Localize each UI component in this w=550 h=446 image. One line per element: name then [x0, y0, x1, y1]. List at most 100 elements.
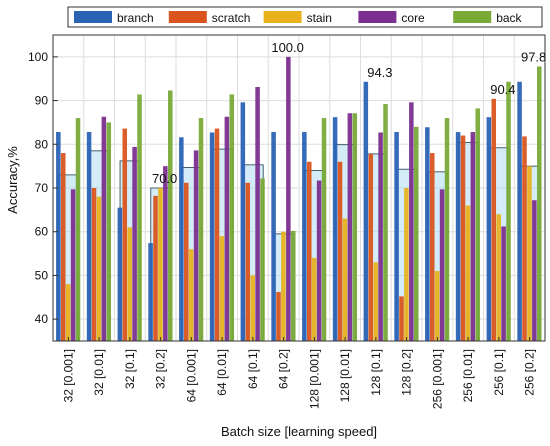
- annotation-label: 90.4: [490, 82, 515, 97]
- bar-scratch: [368, 153, 374, 341]
- bar-core: [101, 116, 107, 341]
- bar-stain: [342, 218, 348, 341]
- y-ticks: 40 50 60 70 80 90 100: [28, 50, 58, 326]
- x-tick-label: 64 [0.2]: [277, 349, 291, 389]
- bar-stain: [496, 214, 501, 341]
- bar-back: [414, 126, 419, 341]
- legend-swatch-core: [358, 11, 397, 23]
- bar-branch: [332, 117, 338, 341]
- bar-stain: [65, 284, 71, 341]
- legend-label-core: core: [401, 11, 425, 25]
- legend-label-branch: branch: [117, 11, 154, 25]
- bar-back: [291, 230, 296, 341]
- bar-stain: [219, 236, 225, 341]
- bar-branch: [302, 132, 307, 341]
- bar-back: [198, 118, 204, 341]
- x-axis-label: Batch size [learning speed]: [221, 424, 377, 439]
- x-tick-label: 256 [0.2]: [523, 349, 537, 396]
- legend-label-scratch: scratch: [212, 11, 251, 25]
- bar-core: [501, 226, 506, 341]
- bar-scratch: [522, 136, 527, 341]
- bar-core: [224, 116, 230, 341]
- bars: [56, 56, 542, 342]
- bar-core: [193, 150, 199, 341]
- bar-back: [506, 81, 511, 341]
- bar-scratch: [214, 128, 220, 341]
- x-tick-label: 128 [0.01]: [338, 349, 352, 402]
- bar-core: [347, 113, 353, 342]
- bar-stain: [465, 205, 471, 341]
- bar-stain: [281, 231, 286, 341]
- bar-scratch: [183, 182, 189, 341]
- bar-scratch: [399, 296, 404, 341]
- y-tick-label: 100: [28, 50, 48, 64]
- bar-scratch: [429, 153, 435, 341]
- bar-scratch: [337, 161, 343, 341]
- y-tick-label: 40: [35, 312, 49, 326]
- bar-scratch: [153, 195, 158, 341]
- bar-scratch: [245, 182, 251, 341]
- bar-back: [537, 66, 542, 341]
- bar-core: [378, 132, 383, 341]
- bar-scratch: [91, 188, 97, 341]
- bar-stain: [434, 271, 440, 341]
- bar-branch: [363, 81, 369, 341]
- bar-stain: [127, 227, 132, 341]
- legend-swatch-branch: [74, 11, 112, 23]
- bar-core: [316, 180, 322, 341]
- bar-scratch: [491, 98, 497, 341]
- x-ticks: 32 [0.001] 32 [0.01] 32 [0.1] 32 [0.2] 64 [0…: [61, 337, 537, 409]
- bar-branch: [86, 132, 92, 341]
- x-tick-label: 32 [0.001]: [61, 349, 75, 402]
- x-tick-label: 256 [0.001]: [430, 349, 444, 409]
- legend-label-back: back: [496, 11, 522, 25]
- bar-core: [70, 189, 76, 341]
- annotation-label: 70.0: [152, 171, 177, 186]
- bar-back: [229, 94, 235, 341]
- bar-core: [286, 56, 291, 341]
- bar-core: [532, 200, 537, 341]
- x-tick-label: 256 [0.1]: [492, 349, 506, 396]
- bar-stain: [188, 249, 194, 341]
- bar-branch: [56, 132, 61, 341]
- bar-stain: [158, 188, 163, 341]
- bar-branch: [240, 102, 246, 341]
- bar-branch: [117, 207, 123, 341]
- y-tick-label: 60: [35, 225, 49, 239]
- bar-branch: [455, 132, 461, 341]
- bar-back: [475, 108, 481, 341]
- bar-back: [137, 94, 142, 341]
- bar-stain: [373, 262, 378, 341]
- bar-branch: [271, 132, 276, 341]
- legend[interactable]: branch scratch stain core back: [67, 6, 543, 28]
- annotation-label: 97.8: [521, 49, 546, 64]
- y-tick-label: 80: [35, 137, 49, 151]
- bar-branch: [148, 243, 153, 341]
- bar-stain: [404, 188, 409, 341]
- bar-back: [106, 122, 112, 341]
- legend-swatch-scratch: [168, 11, 207, 23]
- bar-branch: [486, 117, 492, 341]
- legend-swatch-back: [453, 11, 492, 23]
- x-tick-label: 128 [0.001]: [307, 349, 321, 409]
- bar-stain: [527, 166, 532, 341]
- bar-core: [409, 102, 414, 341]
- x-tick-label: 128 [0.1]: [369, 349, 383, 396]
- bar-back: [260, 178, 265, 341]
- bar-core: [255, 87, 260, 342]
- bar-scratch: [276, 292, 281, 341]
- bar-back: [168, 90, 173, 341]
- y-tick-label: 70: [35, 181, 49, 195]
- bar-back: [75, 118, 81, 341]
- bar-stain: [96, 196, 102, 341]
- x-tick-label: 32 [0.2]: [154, 349, 168, 389]
- annotation-label: 100.0: [271, 40, 304, 55]
- bar-branch: [209, 132, 215, 341]
- bar-back: [383, 104, 388, 341]
- x-tick-label: 32 [0.01]: [92, 349, 106, 396]
- y-tick-label: 50: [35, 268, 49, 282]
- bar-back: [444, 118, 450, 341]
- bar-stain: [311, 257, 317, 341]
- bar-core: [163, 166, 168, 341]
